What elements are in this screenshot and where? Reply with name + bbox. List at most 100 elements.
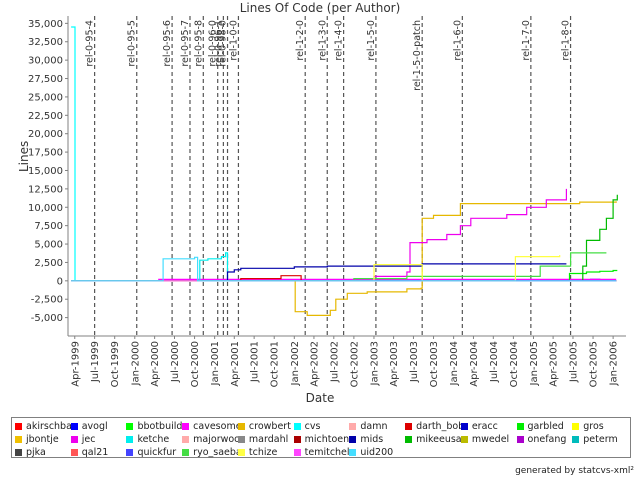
legend-item-temitchell: temitchell [293,446,350,459]
x-tick-label: Oct-2004 [509,341,520,387]
series-line-mikeeusa [71,194,618,282]
x-tick-label: Jul-2003 [409,341,420,383]
legend-item-akirschbaum: akirschbaum [15,420,71,433]
chart-title: Lines Of Code (per Author) [239,1,401,15]
legend-swatch [516,423,524,430]
y-tick-label: 5,000 [34,240,63,251]
legend-label: gros [583,421,604,432]
x-tick-label: Jul-2000 [170,341,181,383]
y-tick-label: -2,500 [31,295,63,306]
x-tick-label: Jan-2002 [290,341,301,386]
legend-item-michtoen: michtoen [293,433,350,446]
legend-swatch [349,436,357,443]
release-marker-label: rel-0-95-4 [85,20,96,67]
x-tick-label: Jan-2003 [369,341,380,386]
x-tick-label: Jan-2000 [130,341,141,386]
legend-item-pjka: pjka [15,446,71,459]
legend-label: mikeeusa [416,434,461,445]
legend-label: majorwoo [193,434,238,445]
x-tick-label: Oct-2001 [270,341,281,387]
legend-swatch [126,449,134,456]
legend-item-mardahl: mardahl [237,433,294,446]
x-tick-label: Jul-2004 [489,341,500,383]
legend-label: eracc [471,421,498,432]
legend-label: quickfur [137,447,177,458]
x-tick-label: Oct-2000 [190,341,201,387]
legend-swatch [237,449,245,456]
legend-label: qal21 [81,447,109,458]
legend-label: cvs [304,421,321,432]
x-tick-label: Oct-1999 [110,341,121,387]
legend-label: garbled [527,421,564,432]
legend-label: ryo_saeba [193,447,238,458]
x-tick-label: Oct-2002 [349,341,360,387]
x-tick-label: Apr-1999 [70,341,81,387]
x-tick-label: Oct-2005 [589,341,600,387]
series-lines [71,26,618,316]
y-tick-label: 15,000 [28,166,63,177]
legend-label: mids [360,434,384,445]
legend-label: jbontje [26,434,59,445]
legend-item-crowbert: crowbert [237,420,294,433]
legend-label: mardahl [248,434,289,445]
release-marker-label: rel-1-5-0-patch [412,20,423,91]
legend-swatch [405,423,413,430]
legend-label: avogl [81,421,108,432]
legend-swatch [70,449,78,456]
legend-swatch [293,423,301,430]
release-marker-label: rel-1-7-0 [521,20,532,61]
legend-item-qal21: qal21 [70,446,127,459]
release-marker-label: rel-1-0-0 [228,20,239,61]
legend-swatch [182,449,190,456]
x-tick-label: Oct-2003 [429,341,440,387]
x-tick-label: Jul-1999 [90,341,101,383]
x-tick-label: Apr-2000 [150,341,161,387]
release-marker-label: rel-1-2-0 [295,20,306,61]
release-marker-label: rel-1-5-0 [366,20,377,61]
legend-item-peterm: peterm [572,433,628,446]
release-marker-label: rel-1-6-0 [452,20,463,61]
legend-label: temitchell [304,447,350,458]
release-marker-label: rel-1-4-0 [334,20,345,61]
legend-item-jec: jec [70,433,127,446]
x-tick-label: Apr-2005 [549,341,560,387]
release-marker-label: rel-0-95-6 [162,20,173,67]
series-line-mids [71,263,567,282]
release-marker-label: rel-0-95-7 [180,20,191,67]
y-tick-label: 25,000 [28,92,63,103]
release-marker-label: rel-0-96-0 [208,20,219,67]
legend-swatch [572,436,580,443]
x-tick-label: Jan-2005 [529,341,540,386]
legend-item-onefang: onefang [516,433,573,446]
legend-swatch [237,423,245,430]
y-tick-label: -5,000 [31,313,63,324]
legend-swatch [237,436,245,443]
legend-item-cvs: cvs [293,420,350,433]
y-tick-label: 27,500 [28,74,63,85]
y-tick-label: 12,500 [28,184,63,195]
x-tick-label: Jul-2001 [250,341,261,383]
legend-swatch [460,423,468,430]
legend-item-uid200: uid200 [349,446,405,459]
legend: akirschbaum avogl bbotbuilder cavesomething… [11,417,631,458]
y-tick-label: 17,500 [28,148,63,159]
legend-swatch [293,436,301,443]
x-tick-label: Apr-2002 [309,341,320,387]
release-marker-label: rel-1-8-0 [561,20,572,61]
y-tick-label: 0 [57,276,63,287]
legend-label: mwedel [471,434,510,445]
legend-item-damn: damn [349,420,405,433]
legend-item-ryo_saeba: ryo_saeba [182,446,238,459]
legend-swatch [126,436,134,443]
legend-swatch [460,436,468,443]
legend-swatch [349,423,357,430]
legend-label: pjka [26,447,46,458]
legend-label: michtoen [304,434,350,445]
legend-item-darth_bob: darth_bob [405,420,461,433]
y-tick-label: 20,000 [28,129,63,140]
release-marker-label: rel-0-95-8 [193,20,204,67]
legend-label: ketche [137,434,170,445]
legend-item-majorwoo: majorwoo [182,433,238,446]
